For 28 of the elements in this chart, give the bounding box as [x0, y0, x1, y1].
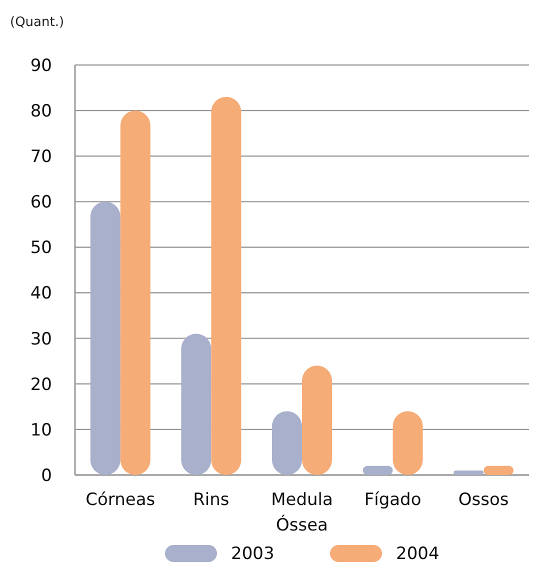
y-tick-label: 90 [30, 56, 52, 76]
y-tick-label: 30 [30, 329, 52, 350]
y-tick-label: 10 [30, 420, 52, 440]
y-axis-title: (Quant.) [10, 15, 64, 30]
legend-label: 2003 [231, 544, 274, 564]
bar [272, 411, 302, 475]
x-tick-label: Fígado [364, 490, 422, 510]
y-tick-label: 20 [30, 374, 52, 395]
bar [362, 466, 393, 475]
y-tick-label: 40 [30, 284, 52, 304]
x-tick-label: Ossos [458, 490, 509, 510]
x-tick-label: Córneas [86, 490, 156, 510]
bar [484, 466, 514, 475]
y-tick-label: 0 [41, 466, 52, 486]
y-tick-label: 80 [30, 102, 52, 122]
x-tick-label: Medula Óssea [271, 490, 333, 536]
bar [211, 96, 242, 475]
y-tick-label: 50 [30, 238, 52, 258]
legend-label: 2004 [396, 544, 440, 564]
bar [302, 366, 332, 475]
bar [90, 202, 120, 475]
bar [120, 110, 150, 475]
y-tick-label: 70 [30, 147, 52, 168]
bar [392, 411, 423, 475]
bar [454, 470, 484, 475]
x-tick-label: Rins [193, 490, 230, 510]
y-tick-label: 60 [30, 192, 52, 213]
bar [181, 334, 212, 475]
